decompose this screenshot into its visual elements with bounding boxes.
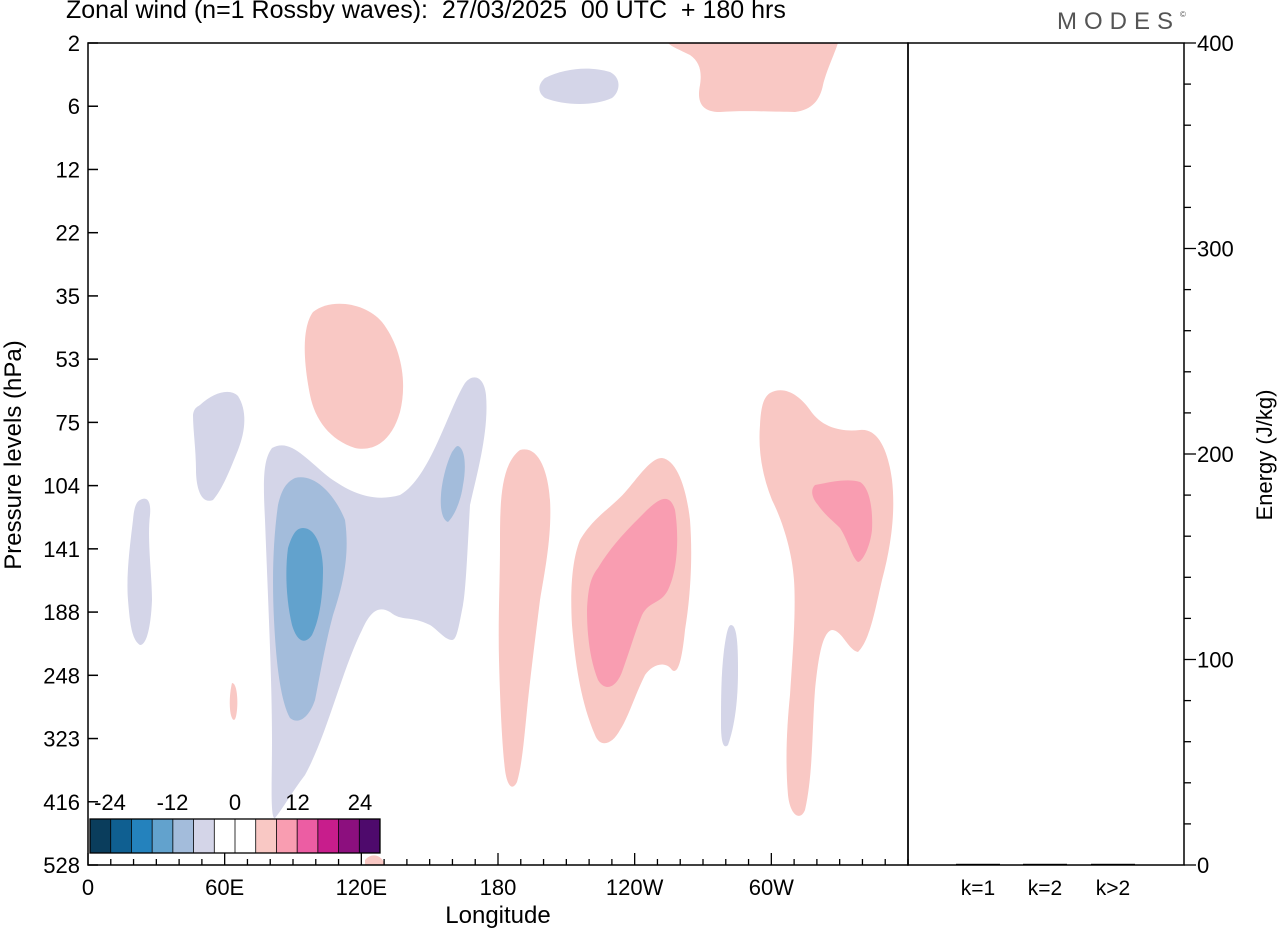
colorbar-swatch	[317, 819, 339, 853]
contour-positive-region	[304, 303, 404, 449]
contour-positive-region	[668, 43, 838, 112]
energy-tick-label: 300	[1197, 237, 1234, 262]
energy-panel-frame	[907, 42, 1185, 866]
y-tick-label: 12	[56, 157, 80, 182]
colorbar-swatch	[235, 819, 257, 853]
colorbar-swatch	[90, 819, 112, 853]
colorbar-label: -12	[157, 790, 189, 815]
colorbar-swatch	[255, 819, 277, 853]
colorbar-swatch	[214, 819, 236, 853]
logo-text: MODES	[1057, 8, 1181, 35]
contour-field	[127, 43, 894, 865]
energy-bars	[956, 863, 1135, 865]
y-tick-label: 323	[43, 727, 80, 752]
y-tick-label: 75	[56, 410, 80, 435]
y-tick-label: 248	[43, 663, 80, 688]
contour-positive-region	[587, 498, 678, 687]
energy-bar	[956, 863, 1000, 865]
longitude-axis: 0 60E 120E 180 120W 60W	[82, 853, 909, 900]
x-tick-label: 180	[480, 875, 517, 900]
colorbar-swatch	[297, 819, 319, 853]
colorbar-swatch	[193, 819, 215, 853]
colorbar-swatch	[131, 819, 153, 853]
y-tick-label: 141	[43, 537, 80, 562]
contour-positive-region	[229, 683, 238, 720]
y-tick-label: 104	[43, 474, 80, 499]
y-tick-label: 35	[56, 284, 80, 309]
energy-axis-label: Energy (J/kg)	[1252, 390, 1277, 521]
contour-positive-region	[365, 855, 385, 865]
y-tick-label: 416	[43, 790, 80, 815]
x-tick-label: 60W	[749, 875, 794, 900]
x-tick-label: 120W	[606, 875, 664, 900]
category-label: k=1	[961, 877, 995, 900]
energy-axis: 0 100 200 300 400	[1184, 31, 1234, 878]
x-tick-label: 120E	[336, 875, 387, 900]
colorbar-swatch	[152, 819, 174, 853]
contour-positive-region	[498, 449, 551, 787]
y-tick-label: 6	[68, 94, 80, 119]
y-tick-label: 22	[56, 221, 80, 246]
energy-tick-label: 200	[1197, 442, 1234, 467]
chart-title: Zonal wind (n=1 Rossby waves): 27/03/202…	[66, 0, 786, 24]
contour-negative-region	[440, 446, 465, 522]
contour-negative-region	[721, 625, 738, 747]
y-tick-label: 53	[56, 347, 80, 372]
colorbar-swatch	[172, 819, 194, 853]
wavenumber-axis: k=1 k=2 k>2	[961, 877, 1130, 900]
contour-positive-region	[812, 480, 873, 562]
colorbar-label: 24	[348, 790, 372, 815]
category-label: k>2	[1096, 877, 1130, 900]
energy-bar	[1023, 863, 1067, 865]
colorbar-swatch	[110, 819, 132, 853]
colorbar-swatch	[359, 819, 381, 853]
contour-negative-region	[539, 68, 619, 104]
colorbar-legend: -24 -12 0 12 24	[89, 790, 381, 854]
colorbar-label: 12	[285, 790, 309, 815]
contour-positive-region	[759, 390, 894, 816]
y-tick-label: 2	[68, 31, 80, 56]
energy-bar	[1091, 863, 1135, 865]
energy-tick-label: 100	[1197, 648, 1234, 673]
contour-negative-region	[286, 528, 323, 641]
energy-tick-label: 0	[1197, 853, 1209, 878]
y-axis-label: Pressure levels (hPa)	[0, 340, 27, 569]
energy-tick-label: 400	[1197, 31, 1234, 56]
y-tick-label: 528	[43, 853, 80, 878]
category-label: k=2	[1028, 877, 1062, 900]
contour-negative-region	[127, 498, 152, 645]
colorbar-label: -24	[94, 790, 126, 815]
contour-negative-region	[193, 391, 245, 501]
x-axis-label: Longitude	[445, 902, 550, 929]
pressure-axis: 2 6 12 22 35 53 75 104 141 188 248 323 416 528	[43, 31, 98, 878]
x-tick-label: 0	[82, 875, 94, 900]
colorbar-label: 0	[229, 790, 241, 815]
colorbar-swatch	[276, 819, 298, 853]
colorbar-swatch	[338, 819, 360, 853]
logo-mark: ©	[1180, 10, 1186, 19]
y-tick-label: 188	[43, 600, 80, 625]
modes-logo: MODES©	[1057, 8, 1186, 36]
x-tick-label: 60E	[205, 875, 244, 900]
